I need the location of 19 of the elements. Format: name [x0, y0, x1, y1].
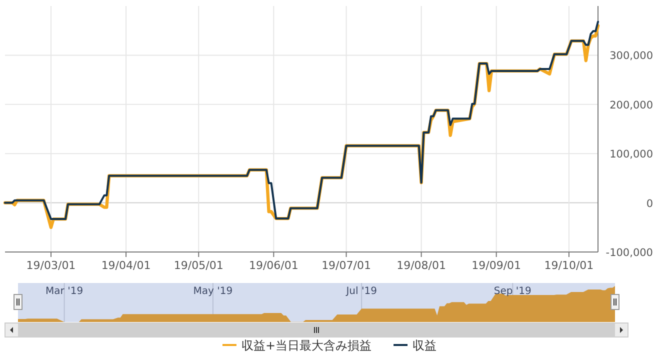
x-tick-label: 19/05/01 — [174, 259, 224, 272]
x-tick-label: 19/03/01 — [26, 259, 76, 272]
x-tick-label: 19/07/01 — [322, 259, 371, 272]
x-tick-label: 19/04/01 — [101, 259, 151, 272]
y-tick-label: -100,000 — [606, 247, 653, 259]
x-tick-label: May '19 — [193, 286, 233, 297]
x-tick-label: Sep '19 — [494, 286, 532, 297]
x-tick-label: 19/10/01 — [544, 259, 594, 272]
legend-label: 収益+当日最大含み損益 — [241, 338, 372, 352]
x-tick-label: 19/06/01 — [248, 259, 298, 272]
x-tick-label: Jul '19 — [345, 286, 377, 297]
y-tick-label: 300,000 — [610, 50, 653, 62]
y-tick-label: 0 — [646, 198, 653, 210]
x-tick-label: 19/08/01 — [396, 259, 446, 272]
x-tick-label: 19/09/01 — [472, 259, 522, 272]
x-tick-label: Mar '19 — [46, 286, 84, 297]
legend-label: 収益 — [412, 338, 437, 352]
y-tick-label: 100,000 — [610, 148, 653, 161]
y-tick-label: 200,000 — [610, 99, 653, 112]
